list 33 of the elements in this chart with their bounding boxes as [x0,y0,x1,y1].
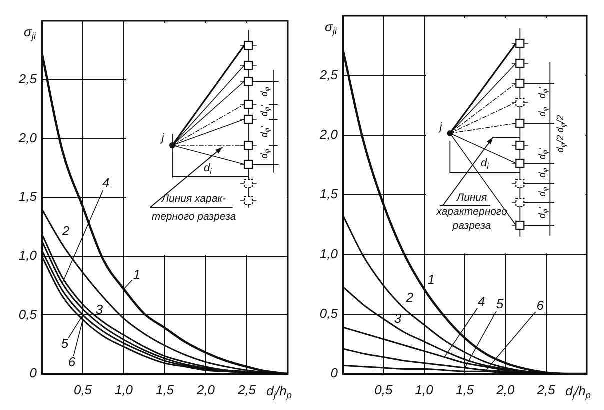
text: 6 [68,354,76,370]
x-tick-label: 2,0 [196,382,216,398]
series-label: 1 [133,266,141,282]
y-tick-label: 1,0 [18,248,38,263]
y-tick-label: 0 [330,366,339,381]
y-tick-label: 1,5 [320,186,339,202]
text: 4 [102,176,110,191]
y-tick-label: 2,5 [318,67,339,82]
text: 5 [496,296,504,312]
series-label: 2 [405,290,414,305]
y-tick-label: 1,5 [18,189,38,204]
x-tick-label: 1,0 [415,382,434,398]
text: 6 [536,298,545,314]
y-tick-label: 1,0 [320,246,339,262]
series-label: 3 [96,302,104,317]
series-label: 1 [428,272,435,287]
x-tick-label: 2,5 [536,382,556,398]
series-label: 2 [61,224,70,239]
y-tick-label: 2,0 [18,130,38,146]
text: 4 [478,294,486,309]
legend-label: 5 [61,336,70,351]
x-tick-label: 1,5 [156,382,175,398]
y-tick-label: 0,5 [320,306,339,321]
y-tick-label: 2,5 [18,71,38,86]
y-tick-label: 0 [30,366,38,381]
y-tick-label: 0,5 [18,306,38,322]
x-tick-label: 0,5 [374,382,394,398]
y-tick-label: 2,0 [318,126,339,142]
x-tick-label: 0,5 [74,382,93,398]
x-tick-label: 2,0 [496,382,516,398]
x-tick-label: 1,0 [114,382,134,398]
x-tick-label: 2,5 [236,382,257,398]
x-tick-label: 1,5 [456,382,475,398]
